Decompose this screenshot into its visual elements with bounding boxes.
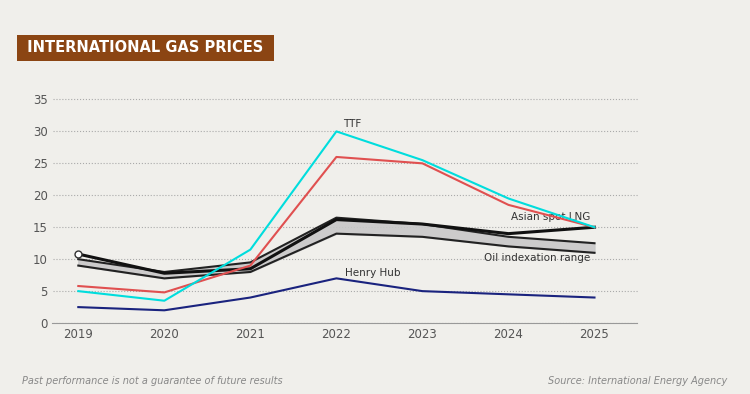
Text: Oil indexation range: Oil indexation range — [484, 253, 590, 263]
Text: TTF: TTF — [344, 119, 362, 130]
Text: Asian spot LNG: Asian spot LNG — [511, 212, 590, 222]
Text: Henry Hub: Henry Hub — [345, 268, 400, 278]
Text: Past performance is not a guarantee of future results: Past performance is not a guarantee of f… — [22, 376, 284, 386]
Text: INTERNATIONAL GAS PRICES: INTERNATIONAL GAS PRICES — [22, 40, 268, 55]
Text: Source: International Energy Agency: Source: International Energy Agency — [548, 376, 728, 386]
